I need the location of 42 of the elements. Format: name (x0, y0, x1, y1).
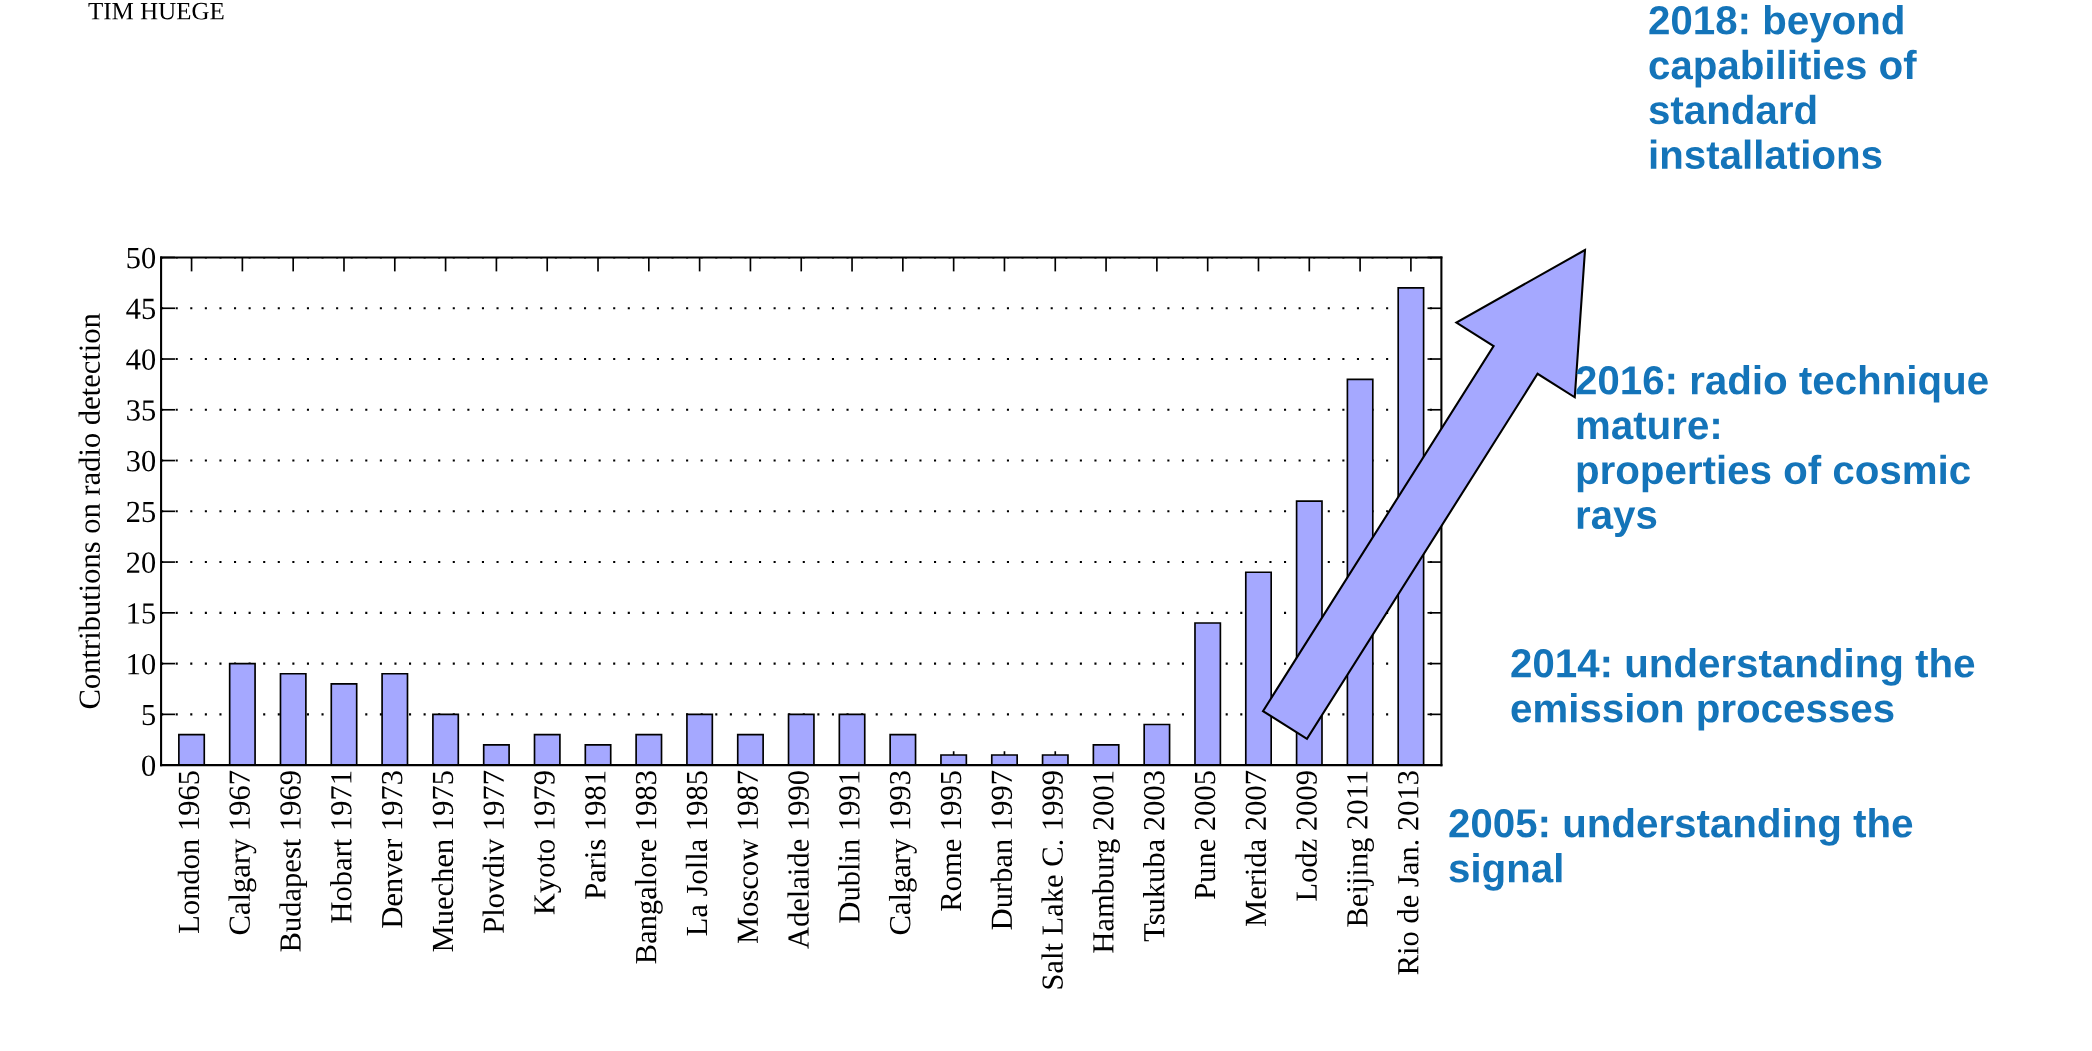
x-tick-label: Rio de Jan. 2013 (1397, 771, 1419, 975)
x-tick-label: Plovdiv 1977 (482, 770, 505, 933)
text: 2014: understanding the emission processes (1511, 648, 1975, 731)
x-tick-label: Kyoto 1979 (534, 771, 562, 915)
y-tick-label: 40 (126, 349, 156, 370)
x-tick-label: Calgary 1993 (888, 771, 917, 935)
x-tick-label: Calgary 1967 (228, 770, 257, 935)
x-tick-label: Tsukuba 2003 (1143, 771, 1165, 942)
text: 2016: radio technique mature: properties of cosmic rays (1576, 365, 1988, 538)
x-tick-label: Budapest 1969 (279, 771, 308, 952)
x-tick-label: Moscow 1987 (737, 770, 759, 944)
x-tick-label: Lodz 2009 (1295, 771, 1317, 901)
y-tick-label: 20 (127, 552, 156, 573)
x-tick-label: Denver 1973 (381, 771, 403, 928)
y-axis-title: Contributions on radio detection (78, 313, 101, 709)
x-tick-label: Muechen 1975 (431, 771, 454, 952)
y-tick-label: 30 (127, 450, 156, 472)
x-tick-label: Salt Lake C. 1999 (1041, 771, 1064, 989)
x-tick-label: Paris 1981 (585, 771, 606, 899)
y-tick-label: 50 (127, 247, 156, 269)
y-tick-label: 25 (127, 501, 156, 523)
x-tick-label: Bangalore 1983 (634, 771, 663, 964)
x-tick-label: Pune 2005 (1194, 771, 1216, 899)
x-tick-label: La Jolla 1985 (685, 771, 708, 936)
x-tick-label: Beijing 2011 (1347, 771, 1374, 927)
x-tick-label: Merida 2007 (1244, 770, 1267, 927)
x-tick-label: Hamburg 2001 (1092, 771, 1120, 953)
y-tick-label: 35 (127, 400, 156, 421)
x-tick-label: Dublin 1991 (838, 771, 860, 923)
y-tick-label: 0 (142, 755, 156, 777)
text: 2005: understanding the signal (1449, 808, 1913, 891)
x-tick-label: Rome 1995 (940, 771, 962, 911)
x-tick-label: London 1965 (177, 771, 200, 933)
y-tick-label: 15 (128, 603, 156, 624)
y-tick-label: 5 (142, 704, 156, 726)
y-tick-label: 45 (126, 298, 156, 320)
y-tick-label: 10 (128, 653, 156, 675)
x-tick-label: Hobart 1971 (330, 771, 352, 923)
x-tick-label: Durban 1997 (990, 770, 1013, 930)
text: 2018: beyond capabilities of standard installations (1649, 5, 1917, 170)
x-tick-label: Adelaide 1990 (787, 771, 809, 949)
text: TIM HUEGE (88, 2, 224, 20)
